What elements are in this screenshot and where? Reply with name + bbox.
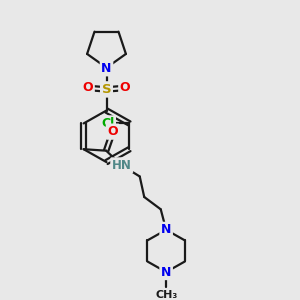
Text: N: N bbox=[101, 62, 112, 75]
Text: O: O bbox=[107, 125, 118, 138]
Text: HN: HN bbox=[112, 159, 132, 172]
Text: S: S bbox=[102, 83, 111, 96]
Text: O: O bbox=[120, 81, 130, 94]
Text: N: N bbox=[161, 266, 171, 278]
Text: Cl: Cl bbox=[101, 117, 114, 130]
Text: N: N bbox=[161, 223, 171, 236]
Text: CH₃: CH₃ bbox=[155, 290, 177, 300]
Text: O: O bbox=[82, 81, 93, 94]
